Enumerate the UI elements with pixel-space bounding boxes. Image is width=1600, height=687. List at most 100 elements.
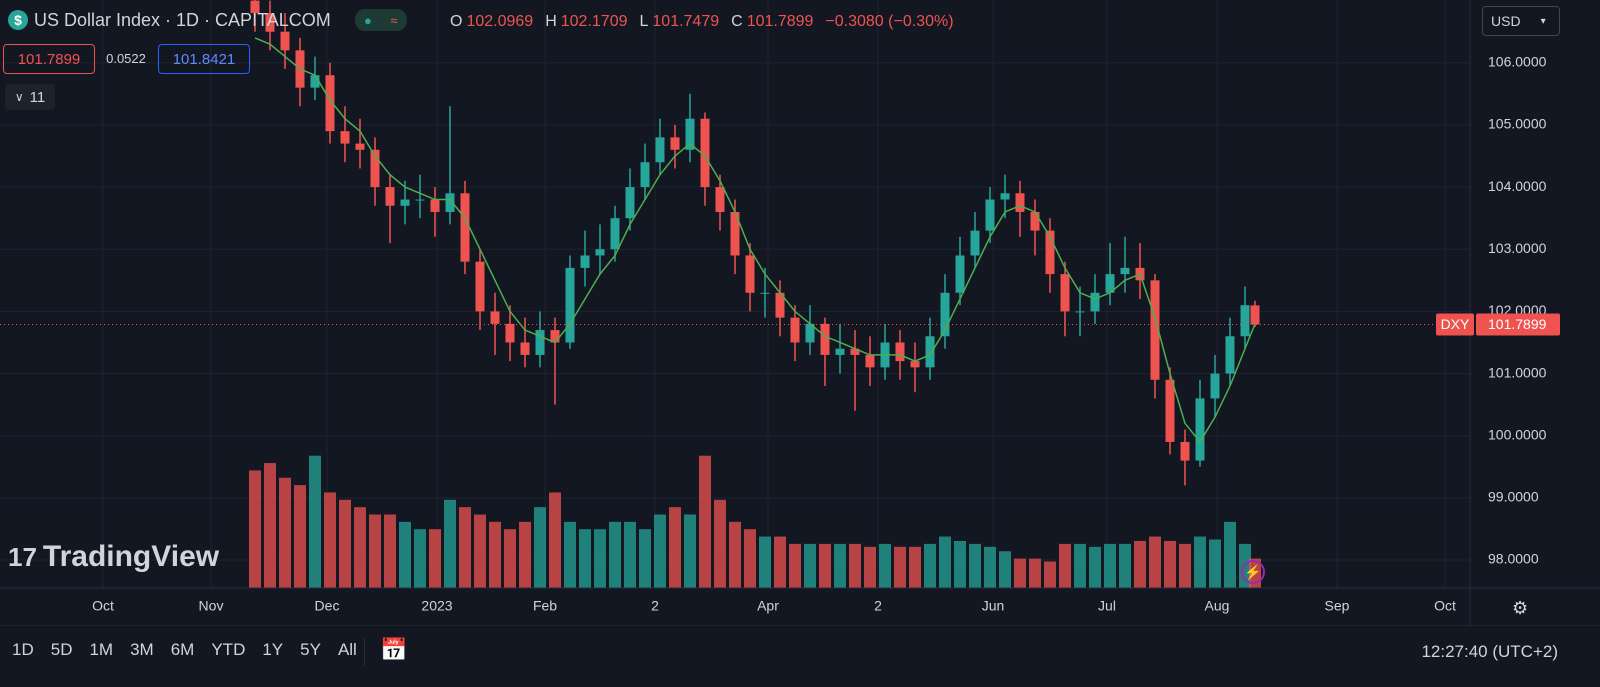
- candle-body: [1090, 292, 1100, 312]
- volume-bar: [354, 507, 366, 588]
- volume-bar: [849, 543, 861, 588]
- candle-body: [595, 249, 605, 256]
- range-button[interactable]: 6M: [170, 640, 195, 659]
- volume-bar: [444, 499, 456, 588]
- candle-body: [1225, 336, 1235, 374]
- range-button[interactable]: 1M: [89, 640, 114, 659]
- candle-body: [460, 193, 470, 262]
- range-toolbar: 1D 5D 1M 3M 6M YTD 1Y 5Y All: [12, 640, 357, 660]
- candle-body: [325, 75, 335, 132]
- candle-body: [565, 267, 575, 343]
- range-button[interactable]: All: [337, 640, 357, 659]
- grid: [0, 0, 1470, 588]
- high-value: 102.1709: [560, 13, 628, 30]
- candle-body: [970, 230, 980, 256]
- candle-body: [310, 75, 320, 88]
- volume-bar: [954, 540, 966, 588]
- sell-button[interactable]: 101.7899: [3, 44, 95, 74]
- brand-name: TradingView: [42, 540, 220, 573]
- spread: 0.0522: [106, 50, 146, 66]
- x-tick-label: Feb: [533, 598, 557, 614]
- candle-body: [715, 187, 725, 212]
- range-button[interactable]: 5Y: [300, 640, 321, 659]
- buy-button[interactable]: 101.8421: [158, 44, 250, 74]
- candle-body: [685, 118, 695, 150]
- currency-select[interactable]: USD ▾: [1482, 6, 1560, 36]
- range-button[interactable]: 5D: [50, 640, 73, 659]
- volume-bar: [804, 543, 816, 588]
- y-tick-label: 98.0000: [1488, 551, 1539, 567]
- candle-body: [1000, 193, 1010, 200]
- volume-bar: [909, 546, 921, 588]
- candle-body: [805, 323, 815, 343]
- close-value: 101.7899: [746, 13, 814, 30]
- candle-body: [1165, 379, 1175, 442]
- date-range-icon[interactable]: 📅: [380, 637, 408, 662]
- candle-body: [850, 348, 860, 355]
- x-tick-label: Jul: [1098, 598, 1116, 614]
- volume-bar: [999, 551, 1011, 588]
- volume-bar: [969, 543, 981, 588]
- volume-bar: [489, 521, 501, 588]
- volume-bar: [699, 455, 711, 588]
- candle-body: [865, 354, 875, 368]
- candle-body: [520, 342, 530, 355]
- volume-bar: [594, 529, 606, 588]
- candle-body: [610, 218, 620, 250]
- candle-body: [355, 143, 365, 150]
- range-button[interactable]: 1Y: [262, 640, 284, 659]
- candle-body: [280, 31, 290, 51]
- volume-bar: [639, 529, 651, 588]
- volume-bar: [1074, 543, 1086, 588]
- candle-body: [250, 0, 260, 14]
- candle-body: [415, 199, 425, 201]
- indicators-count: 11: [29, 88, 46, 106]
- volume-bar: [729, 521, 741, 588]
- last-price-tag: [1476, 313, 1560, 336]
- x-tick-label: Dec: [315, 598, 340, 614]
- range-button[interactable]: YTD: [211, 640, 246, 659]
- candle-body: [640, 162, 650, 188]
- close-label: C: [731, 13, 743, 30]
- candle-body: [430, 199, 440, 212]
- volume-bar: [864, 546, 876, 588]
- volume-bar: [774, 536, 786, 588]
- candle-body: [1210, 373, 1220, 399]
- volume-bar: [894, 546, 906, 588]
- volume-bar: [399, 521, 411, 588]
- volume-bar: [504, 529, 516, 588]
- candle-body: [1060, 274, 1070, 312]
- volume-bar: [579, 529, 591, 588]
- candle-body: [385, 187, 395, 206]
- volume-bar: [309, 455, 321, 588]
- candle-body: [370, 149, 380, 188]
- flash-icon[interactable]: ⚡: [1241, 560, 1265, 584]
- volume-bar: [879, 543, 891, 588]
- settings-icon[interactable]: ⚙: [1512, 598, 1529, 618]
- volume-bar: [279, 477, 291, 588]
- volume-bar: [1209, 539, 1221, 588]
- candle-body: [580, 255, 590, 268]
- candle-body: [910, 361, 920, 368]
- status-pill[interactable]: ● ≈: [354, 9, 407, 31]
- range-button[interactable]: 1D: [12, 640, 34, 659]
- candle-body: [820, 323, 830, 355]
- volume-bar: [939, 536, 951, 588]
- brand-watermark: 17 TradingView: [8, 540, 220, 573]
- candle-body: [745, 255, 755, 293]
- volume-bar: [669, 507, 681, 588]
- volume-bar: [249, 470, 261, 588]
- candle-body: [655, 137, 665, 163]
- volume-bar: [834, 543, 846, 588]
- low-value: 101.7479: [652, 13, 720, 30]
- moving-average: [254, 37, 1256, 444]
- volume-bar: [1179, 543, 1191, 588]
- candle-body: [895, 342, 905, 362]
- volume-bar: [1059, 543, 1071, 588]
- y-tick-label: 104.0000: [1488, 178, 1547, 194]
- range-button[interactable]: 3M: [130, 640, 154, 659]
- instrument-title[interactable]: US Dollar Index · 1D · CAPITALCOM: [34, 9, 331, 30]
- indicators-toggle[interactable]: ∨ 11: [5, 84, 55, 110]
- ohlc-legend: O 102.0969 H 102.1709 L 101.7479 C 101.7899 …: [450, 13, 962, 31]
- last-price-label: 101.7899: [1488, 316, 1547, 332]
